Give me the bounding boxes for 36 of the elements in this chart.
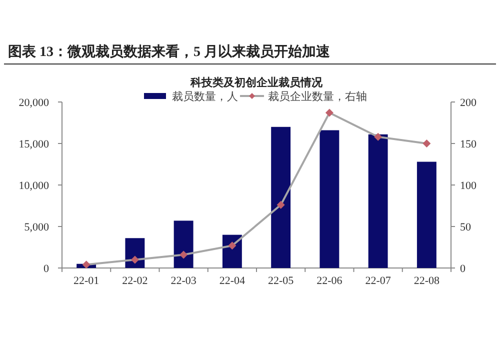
y2-tick-label: 50 <box>460 222 472 234</box>
bar <box>320 130 340 268</box>
y2-tick-label: 150 <box>460 138 477 150</box>
point <box>325 108 334 117</box>
x-tick-label: 22-07 <box>365 275 392 287</box>
bar <box>271 126 291 268</box>
legend-label: 裁员数量，人 <box>172 90 238 103</box>
x-tick-label: 22-03 <box>170 275 197 287</box>
y-tick-label: 0 <box>44 263 50 275</box>
bar <box>174 220 194 268</box>
x-tick-label: 22-06 <box>316 275 343 287</box>
y-tick-label: 10,000 <box>18 180 50 192</box>
legend-label: 裁员企业数量，右轴 <box>268 90 367 103</box>
point <box>82 260 90 269</box>
point <box>130 256 139 264</box>
bar <box>368 134 388 268</box>
point <box>228 242 236 250</box>
y2-tick-label: 0 <box>460 263 466 275</box>
chart-subtitle: 科技类及初创企业裁员情况 <box>190 76 324 89</box>
x-tick-label: 22-01 <box>73 275 100 287</box>
point <box>180 250 188 259</box>
x-tick-label: 22-02 <box>122 275 148 287</box>
y-tick-label: 20,000 <box>18 97 50 109</box>
y-tick-label: 15,000 <box>18 138 50 150</box>
y-tick-label: 5,000 <box>24 222 50 234</box>
y2-tick-label: 200 <box>460 97 477 109</box>
chart-title: 图表 13：微观裁员数据来看，5 月以来裁员开始加速 <box>8 43 331 60</box>
x-tick-label: 22-04 <box>219 275 246 287</box>
point <box>374 132 382 141</box>
x-tick-label: 22-08 <box>414 275 440 287</box>
point <box>422 140 431 148</box>
bar <box>416 162 436 268</box>
point <box>276 200 285 209</box>
y2-tick-label: 100 <box>460 180 477 192</box>
x-tick-label: 22-05 <box>268 275 294 287</box>
bar <box>125 238 145 268</box>
